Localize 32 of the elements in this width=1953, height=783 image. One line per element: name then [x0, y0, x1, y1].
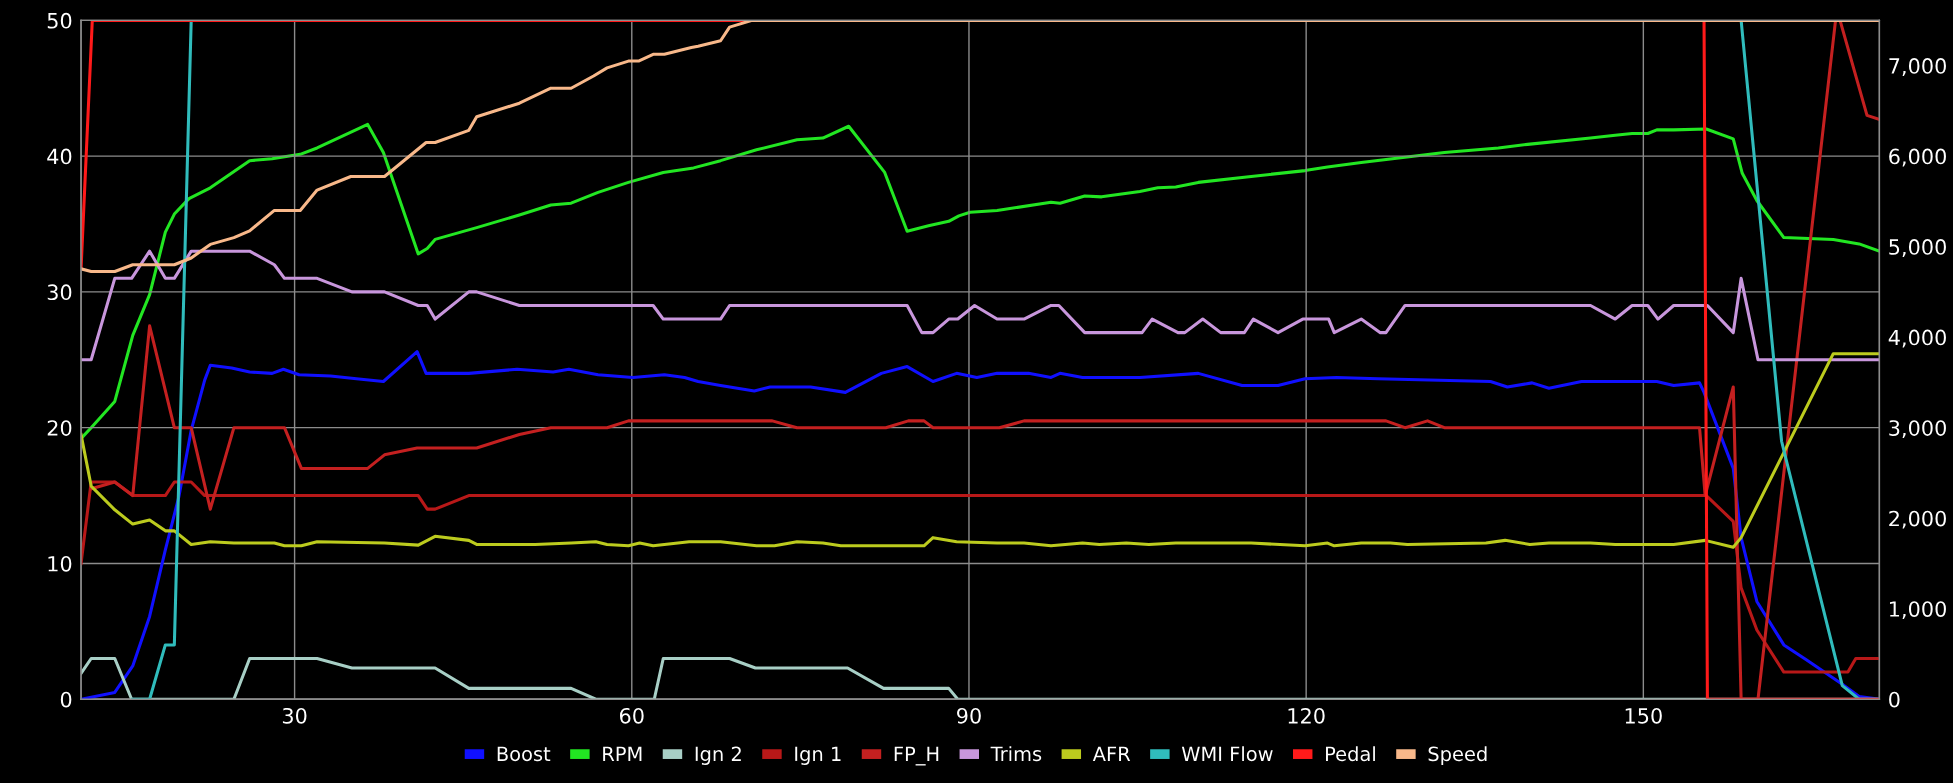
- y-tick-label: 0: [60, 691, 72, 708]
- x-tick-label: 120: [1288, 707, 1325, 724]
- y2-tick-label: 5,000: [1889, 239, 1946, 257]
- y2-tick-label: 7,000: [1889, 58, 1946, 76]
- legend-label: AFR: [1092, 746, 1131, 761]
- y2-tick-label: 1,000: [1889, 601, 1946, 620]
- y2-tick-label: 3,000: [1889, 420, 1946, 439]
- y2-tick-label: 4,000: [1888, 329, 1946, 348]
- y2-tick-label: 6,000: [1889, 148, 1946, 167]
- y-tick-label: 20: [47, 420, 72, 436]
- x-tick-label: 90: [957, 707, 981, 724]
- legend-label: WMI Flow: [1181, 746, 1273, 762]
- legend-label: Pedal: [1326, 746, 1375, 762]
- y-tick-label: 40: [47, 148, 72, 165]
- y2-tick-label: 2,000: [1889, 510, 1946, 529]
- x-tick-label: 30: [282, 707, 307, 724]
- legend-label: FP_H: [894, 746, 939, 766]
- line-series: [81, 249, 1880, 362]
- y2-tick-label: 0: [1889, 691, 1900, 708]
- legend-label: Ign 1: [795, 746, 841, 765]
- x-tick-label: 150: [1625, 707, 1662, 724]
- legend-label: Speed: [1428, 746, 1487, 765]
- legend-label: Boost: [497, 746, 551, 762]
- x-tick-label: 60: [619, 707, 644, 724]
- legend-label: Ign 2: [695, 746, 741, 765]
- legend-label: Trims: [990, 746, 1042, 762]
- y-tick-label: 10: [48, 555, 72, 572]
- legend-label: RPM: [603, 746, 642, 761]
- line-series: [81, 122, 1880, 441]
- line-series: [81, 352, 1880, 549]
- y-tick-label: 50: [47, 12, 72, 29]
- y-tick-label: 30: [47, 284, 72, 301]
